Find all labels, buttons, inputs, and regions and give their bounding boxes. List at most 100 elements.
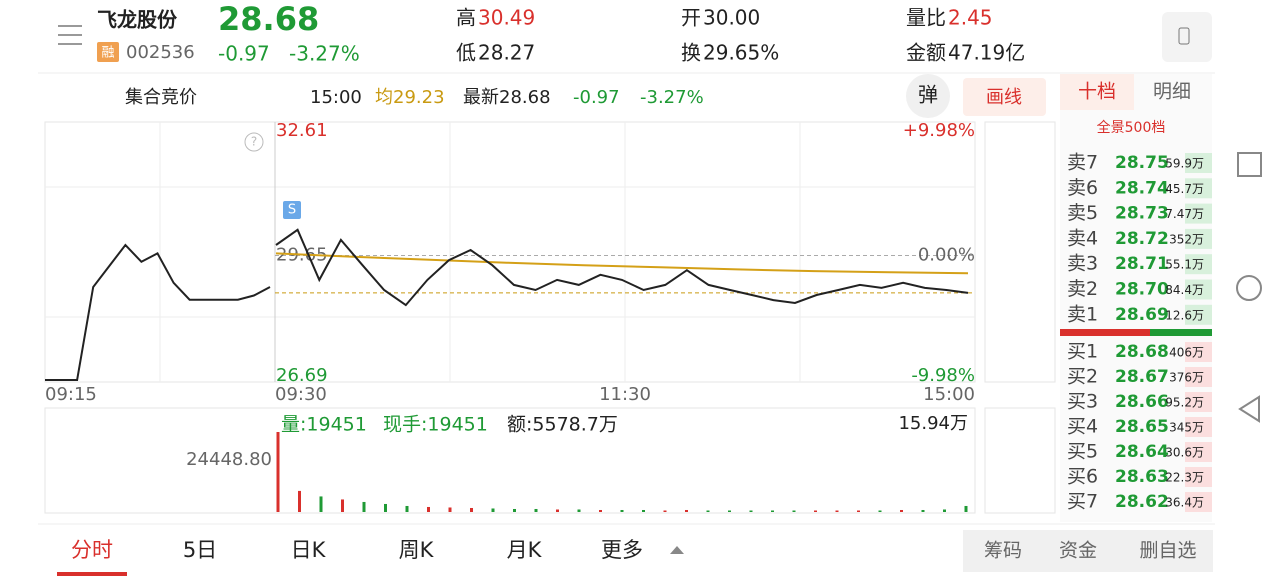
volume-bar (427, 506, 430, 512)
depth-bar (1185, 304, 1212, 325)
change-pct: -3.27% (289, 42, 360, 66)
chart-frame (44, 121, 976, 383)
ob-price: 28.75 (1115, 153, 1169, 173)
avg-line (275, 252, 969, 275)
time-label: 09:15 (45, 384, 97, 405)
volume-bar (298, 490, 301, 512)
stat-label: 开 (681, 6, 701, 30)
ob-tab[interactable]: 十档 (1078, 81, 1116, 103)
ob-vol: 352万 (1169, 232, 1204, 246)
ob-label: 卖7 (1067, 152, 1098, 174)
ob-price: 28.71 (1115, 254, 1169, 274)
pct-bottom: -9.98% (911, 365, 975, 386)
nav-back[interactable] (1238, 395, 1260, 423)
nav-home[interactable] (1236, 275, 1262, 301)
stat-label: 量比 (906, 6, 946, 30)
stat-label: 金额 (906, 41, 946, 65)
help-icon[interactable] (244, 132, 264, 152)
stat-label: 换 (681, 41, 701, 65)
depth-bar (1185, 254, 1212, 275)
sub-time: 15:00 (310, 87, 362, 108)
draw-label: 画线 (986, 87, 1022, 108)
action[interactable]: 删自选 (1139, 540, 1196, 562)
tab-underline (57, 572, 127, 576)
action[interactable]: 筹码 (984, 540, 1022, 562)
time-label: 15:00 (923, 384, 975, 405)
ob-price: 28.74 (1115, 178, 1169, 198)
volume-bar (814, 510, 817, 512)
ob-full[interactable]: 全景500档 (1097, 119, 1166, 136)
svg-text:?: ? (251, 135, 257, 149)
volume-info: 现手:19451 (383, 414, 488, 436)
volume-bar (556, 509, 559, 512)
ob-label: 买2 (1067, 366, 1098, 388)
layout-button[interactable] (1162, 12, 1212, 62)
tab[interactable]: 日K (291, 538, 327, 562)
ob-tab[interactable]: 明细 (1153, 81, 1191, 103)
ob-price: 28.73 (1115, 204, 1169, 224)
ob-vol: 376万 (1169, 371, 1204, 385)
volume-bar (513, 508, 516, 512)
ob-label: 买6 (1067, 466, 1098, 488)
sub-change: -0.97 (573, 87, 620, 108)
stat-value: 30.49 (478, 6, 535, 30)
nav-recent[interactable] (1237, 152, 1262, 177)
ob-price: 28.66 (1115, 392, 1169, 412)
tab-active-bg[interactable] (1060, 74, 1134, 110)
volume-frame (44, 407, 976, 514)
ob-price: 28.70 (1115, 280, 1169, 300)
time-label: 09:30 (275, 384, 327, 405)
price-max: 32.61 (276, 120, 328, 141)
tab[interactable]: 5日 (183, 538, 217, 562)
ob-price: 28.72 (1115, 229, 1169, 249)
tab[interactable]: 更多 (601, 538, 643, 562)
ob-vol: 36.4万 (1165, 496, 1204, 510)
volume-bar (470, 507, 473, 512)
ob-label: 卖4 (1067, 227, 1098, 249)
volume-bar (900, 509, 903, 512)
depth-bar (1185, 442, 1212, 462)
tab[interactable]: 分时 (71, 538, 113, 562)
volume-bar (706, 510, 710, 512)
mode: 集合竞价 (125, 87, 197, 108)
stat-value: 30.00 (703, 6, 760, 30)
ob-price: 28.69 (1115, 305, 1169, 325)
pop-button[interactable] (906, 74, 950, 118)
volume-bar (319, 496, 323, 512)
ob-label: 买4 (1067, 416, 1098, 438)
ob-label: 买5 (1067, 441, 1098, 463)
ob-vol: 95.2万 (1165, 396, 1204, 410)
tab[interactable]: 周K (399, 538, 435, 562)
time-label: 11:30 (599, 384, 651, 405)
volume-bar (792, 510, 796, 512)
depth-bar (1185, 467, 1212, 487)
s-marker[interactable] (283, 201, 301, 219)
ob-label: 卖1 (1067, 303, 1098, 325)
ob-vol: 7.47万 (1165, 207, 1204, 221)
action[interactable]: 资金 (1059, 540, 1097, 562)
volume-bar (642, 509, 645, 512)
sub-avg: 均29.23 (375, 87, 445, 108)
price-line (275, 228, 969, 307)
depth-bar (1185, 153, 1212, 173)
ob-price: 28.63 (1115, 467, 1169, 487)
ob-vol: 59.9万 (1165, 157, 1204, 171)
stat-value: 28.27 (478, 41, 535, 65)
more-arrow[interactable] (670, 546, 684, 554)
volume-info: 量:19451 (281, 414, 367, 436)
volume-bar (341, 499, 344, 512)
ob-vol: 55.1万 (1165, 258, 1204, 272)
volume-bar (749, 510, 753, 512)
draw-button[interactable] (963, 78, 1046, 116)
volume-bar (771, 510, 774, 512)
volume-bar (599, 509, 602, 512)
sub-latest: 最新28.68 (463, 87, 551, 108)
menu-icon[interactable] (58, 25, 82, 45)
tab[interactable]: 月K (507, 538, 543, 562)
stat-value: 29.65% (703, 41, 779, 65)
stat-label: 低 (456, 41, 476, 65)
volume-bar (362, 501, 366, 512)
stat-value: 47.19亿 (948, 41, 1025, 65)
depth-bar (1185, 203, 1212, 224)
